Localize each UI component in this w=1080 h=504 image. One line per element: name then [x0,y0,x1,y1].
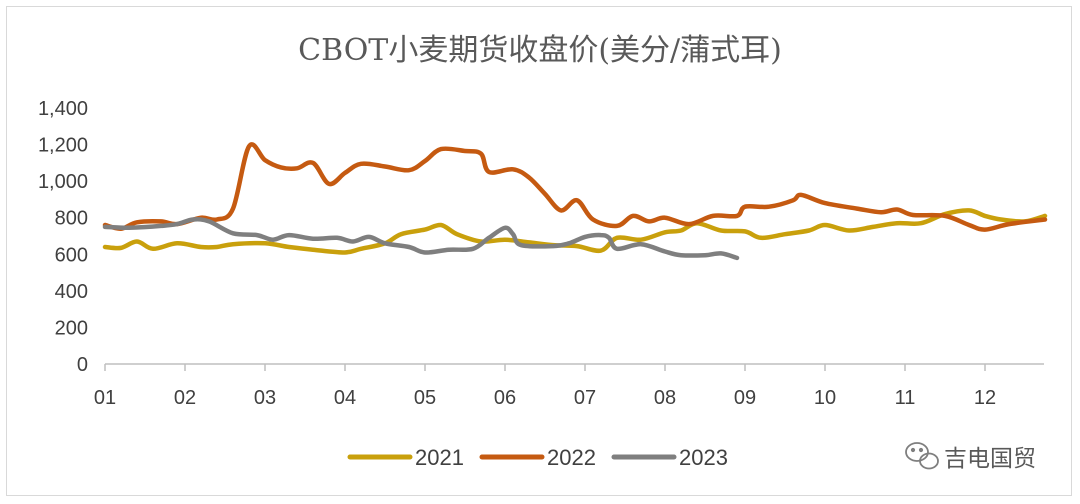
y-tick-label: 400 [55,281,88,303]
x-tick-label: 08 [654,387,676,409]
series-line-2023 [102,217,740,261]
x-tick-label: 06 [494,387,516,409]
series-line-2021 [102,208,1048,255]
legend-item-2022: 2022 [479,445,596,470]
y-tick-label: 1,400 [38,98,88,120]
x-tick-label: 12 [974,387,996,409]
y-tick-label: 600 [55,244,88,266]
y-tick-label: 1,200 [38,135,88,157]
chart-title: CBOT小麦期货收盘价(美分/蒲式耳) [298,33,782,68]
legend-item-2023: 2023 [611,445,728,470]
x-tick-label: 02 [174,387,196,409]
x-tick-label: 05 [414,387,436,409]
x-tick-label: 11 [895,387,916,409]
legend: 2021 2022 2023 [347,445,728,470]
legend-label-2021: 2021 [415,445,464,470]
wechat-icon [905,442,939,470]
watermark: 吉电国贸 [905,442,1036,472]
x-tick-label: 09 [734,387,756,409]
x-tick-label: 07 [574,387,596,409]
series-line-2022 [102,142,1048,232]
legend-label-2022: 2022 [547,445,596,470]
chart-frame [6,6,1072,496]
y-tick-label: 800 [55,208,88,230]
x-tick-label: 04 [334,387,356,409]
y-tick-label: 200 [55,317,88,339]
x-tick-label: 03 [254,387,276,409]
legend-item-2021: 2021 [347,445,464,470]
x-tick-label: 10 [814,387,836,409]
legend-label-2023: 2023 [679,445,728,470]
y-tick-label: 0 [77,354,88,376]
y-tick-label: 1,000 [38,171,88,193]
watermark-text: 吉电国贸 [944,446,1036,472]
x-tick-label: 01 [94,387,116,409]
